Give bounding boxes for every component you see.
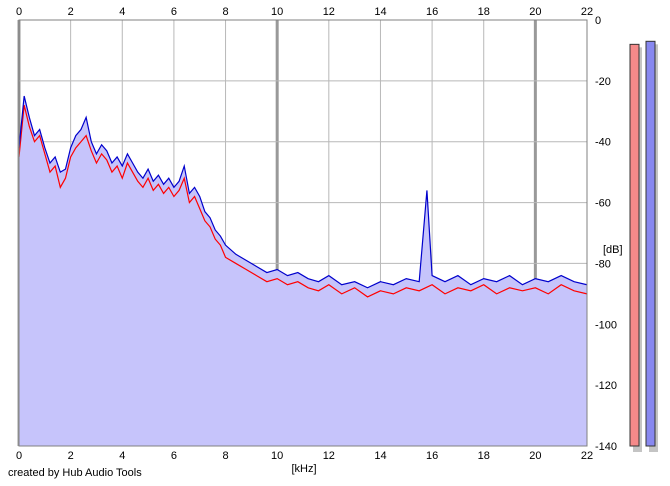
level-meters [629, 40, 658, 453]
y-tick-label: -60 [595, 198, 611, 210]
y-tick-label: -100 [595, 319, 617, 331]
series-layer [18, 95, 588, 298]
x-tick-label-bottom: 6 [171, 450, 177, 462]
x-ticks-top: 0 2 4 6 8 10 12 14 16 18 20 22 [16, 6, 593, 18]
credit-text: created by Hub Audio Tools [8, 467, 142, 479]
spectrum-fill [19, 96, 587, 447]
x-tick-label-bottom: 0 [16, 450, 22, 462]
x-tick-label-bottom: 12 [323, 450, 335, 462]
y-tick-label: -80 [595, 258, 611, 270]
x-axis-label: [kHz] [291, 463, 316, 475]
x-tick-label-bottom: 8 [222, 450, 228, 462]
x-tick-label-top: 12 [323, 6, 335, 18]
x-tick-label-bottom: 18 [478, 450, 490, 462]
x-tick-label-top: 20 [529, 6, 541, 18]
level-meter-right [645, 40, 656, 447]
y-tick-label: -120 [595, 380, 617, 392]
x-tick-label-bottom: 16 [426, 450, 438, 462]
x-tick-label-bottom: 2 [68, 450, 74, 462]
x-tick-label-bottom: 10 [271, 450, 283, 462]
x-tick-label-top: 2 [68, 6, 74, 18]
x-tick-label-bottom: 22 [581, 450, 593, 462]
x-tick-label-top: 14 [374, 6, 386, 18]
x-tick-label-bottom: 20 [529, 450, 541, 462]
y-axis-label: [dB] [603, 244, 623, 256]
y-tick-label: -40 [595, 137, 611, 149]
series-line-right [18, 95, 588, 289]
x-tick-label-top: 10 [271, 6, 283, 18]
x-tick-label-top: 4 [119, 6, 125, 18]
x-tick-label-bottom: 14 [374, 450, 386, 462]
spectrum-area [19, 96, 587, 447]
plot-frame [18, 19, 588, 447]
x-tick-label-top: 0 [16, 6, 22, 18]
x-ticks-bottom: 0 2 4 6 8 10 12 14 16 18 20 22 [16, 450, 593, 462]
series-line-left [18, 105, 588, 298]
x-tick-label-top: 8 [222, 6, 228, 18]
x-tick-label-bottom: 4 [119, 450, 125, 462]
x-tick-label-top: 22 [581, 6, 593, 18]
x-tick-label-top: 16 [426, 6, 438, 18]
level-meter-left [629, 43, 640, 447]
x-tick-label-top: 18 [478, 6, 490, 18]
y-tick-label: 0 [595, 15, 601, 27]
y-tick-label: -140 [595, 441, 617, 453]
y-ticks: 0 -20 -40 -60 -80 -100 -120 -140 [595, 15, 617, 453]
y-tick-label: -20 [595, 76, 611, 88]
x-tick-label-top: 6 [171, 6, 177, 18]
